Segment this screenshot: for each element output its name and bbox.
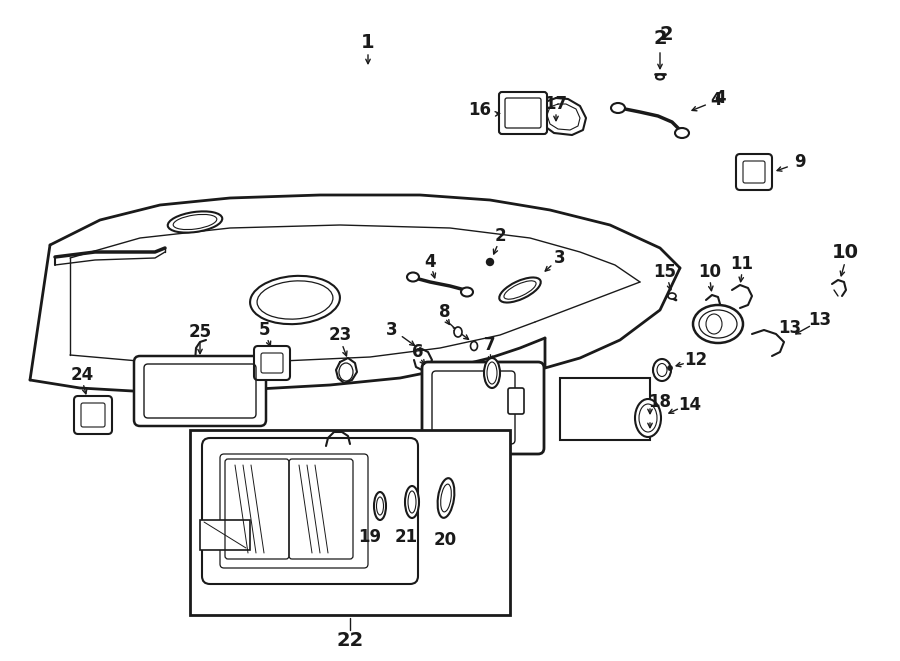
Ellipse shape [668, 293, 676, 299]
FancyBboxPatch shape [736, 154, 772, 190]
FancyBboxPatch shape [499, 92, 547, 134]
Text: 21: 21 [394, 528, 418, 546]
Ellipse shape [405, 486, 419, 518]
Ellipse shape [675, 128, 689, 138]
FancyBboxPatch shape [190, 430, 510, 615]
Text: 1: 1 [361, 32, 374, 52]
Text: 15: 15 [653, 263, 677, 281]
Ellipse shape [461, 288, 473, 297]
Ellipse shape [653, 359, 671, 381]
Text: 23: 23 [328, 326, 352, 344]
Ellipse shape [471, 342, 478, 350]
Text: 11: 11 [731, 255, 753, 273]
FancyBboxPatch shape [254, 346, 290, 380]
Text: 10: 10 [832, 243, 859, 262]
FancyBboxPatch shape [202, 438, 418, 584]
Ellipse shape [484, 358, 500, 388]
Text: 4: 4 [710, 91, 722, 109]
Text: 24: 24 [70, 366, 94, 384]
FancyBboxPatch shape [74, 396, 112, 434]
Text: 2: 2 [659, 26, 673, 44]
Ellipse shape [611, 103, 625, 113]
Ellipse shape [374, 492, 386, 520]
Text: 2: 2 [653, 28, 667, 48]
Text: 2: 2 [494, 227, 506, 245]
Ellipse shape [487, 258, 493, 266]
Text: 13: 13 [778, 319, 802, 337]
Ellipse shape [656, 75, 664, 79]
Text: 12: 12 [684, 351, 707, 369]
FancyBboxPatch shape [134, 356, 266, 426]
Text: 9: 9 [794, 153, 806, 171]
Ellipse shape [250, 276, 340, 324]
Ellipse shape [635, 399, 661, 437]
Text: 25: 25 [188, 323, 212, 341]
Text: 3: 3 [554, 249, 566, 267]
FancyBboxPatch shape [422, 362, 544, 454]
Text: 13: 13 [808, 311, 832, 329]
Text: 22: 22 [337, 631, 364, 650]
Text: 20: 20 [434, 531, 456, 549]
Ellipse shape [454, 327, 462, 337]
Text: 10: 10 [698, 263, 722, 281]
Ellipse shape [167, 212, 222, 233]
FancyBboxPatch shape [200, 520, 250, 550]
Ellipse shape [437, 478, 454, 518]
Text: 16: 16 [469, 101, 491, 119]
FancyBboxPatch shape [508, 388, 524, 414]
Ellipse shape [407, 272, 419, 282]
Text: 8: 8 [439, 303, 451, 321]
Text: 19: 19 [358, 528, 382, 546]
Text: 6: 6 [412, 343, 424, 361]
Text: 3: 3 [386, 321, 398, 339]
Text: 7: 7 [484, 336, 496, 354]
Polygon shape [540, 98, 586, 135]
Text: 5: 5 [259, 321, 271, 339]
Text: 14: 14 [679, 396, 702, 414]
Text: 18: 18 [649, 393, 671, 411]
Ellipse shape [693, 305, 743, 343]
Ellipse shape [668, 366, 672, 371]
Text: 4: 4 [715, 89, 725, 107]
Ellipse shape [500, 278, 541, 303]
Ellipse shape [339, 363, 353, 381]
Text: 17: 17 [544, 95, 568, 113]
Text: 4: 4 [424, 253, 436, 271]
